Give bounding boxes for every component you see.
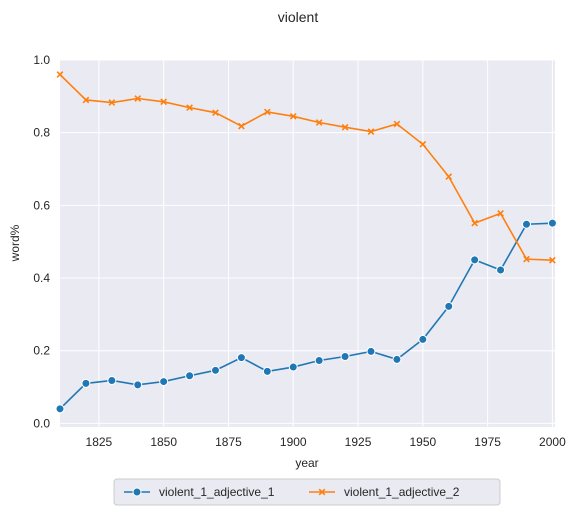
y-tick-label: 0.0 [33, 416, 50, 430]
series-1-point [237, 354, 245, 362]
series-1-point [548, 219, 556, 227]
series-1-point [82, 379, 90, 387]
x-tick-label: 2000 [539, 435, 566, 449]
x-axis-label: year [295, 456, 318, 470]
x-tick-label: 1900 [280, 435, 307, 449]
y-tick-label: 0.8 [33, 126, 50, 140]
x-tick-label: 1825 [86, 435, 113, 449]
series-1-point [367, 347, 375, 355]
x-tick-labels: 1825 1850 1875 1900 1925 1950 1975 2000 [86, 435, 567, 449]
y-tick-label: 0.6 [33, 198, 50, 212]
y-axis-label: word% [8, 224, 22, 262]
series-1-point [497, 266, 505, 274]
series-1-point [341, 353, 349, 361]
legend-label: violent_1_adjective_1 [159, 485, 275, 499]
series-1-point [186, 372, 194, 380]
series-1-point [315, 357, 323, 365]
y-tick-label: 1.0 [33, 53, 50, 67]
series-1-point [471, 256, 479, 264]
series-1-point [289, 363, 297, 371]
x-tick-label: 1925 [345, 435, 372, 449]
series-1-point [445, 302, 453, 310]
legend: violent_1_adjective_1 violent_1_adjective… [114, 479, 500, 505]
series-1-point [211, 366, 219, 374]
series-1-point [108, 376, 116, 384]
series-1-point [393, 355, 401, 363]
x-tick-label: 1875 [215, 435, 242, 449]
plot-background [60, 60, 555, 427]
x-tick-label: 1950 [409, 435, 436, 449]
series-1-point [522, 220, 530, 228]
series-1-point [419, 335, 427, 343]
legend-swatch-marker [133, 488, 141, 496]
y-tick-label: 0.2 [33, 344, 50, 358]
series-1-point [160, 378, 168, 386]
x-tick-label: 1850 [150, 435, 177, 449]
chart-title: violent [278, 9, 319, 25]
legend-label: violent_1_adjective_2 [344, 485, 460, 499]
y-tick-labels: 0.0 0.2 0.4 0.6 0.8 1.0 [33, 53, 50, 430]
series-1-point [263, 367, 271, 375]
y-tick-label: 0.4 [33, 271, 50, 285]
series-1-point [134, 381, 142, 389]
series-1-point [56, 405, 64, 413]
x-tick-label: 1975 [474, 435, 501, 449]
